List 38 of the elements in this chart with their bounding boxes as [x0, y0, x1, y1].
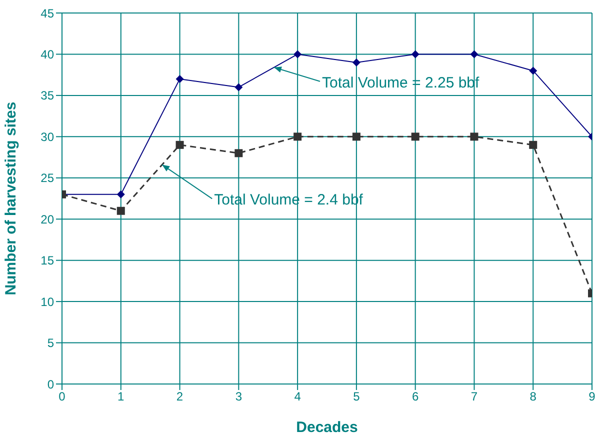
x-tick-label: 0 [58, 390, 66, 404]
point [470, 132, 478, 141]
x-tick-label: 5 [353, 390, 360, 404]
y-tick-label: 45 [40, 6, 54, 20]
x-tick-label: 8 [530, 390, 537, 404]
point [411, 132, 420, 141]
y-axis-title: Number of harvesting sites [2, 102, 20, 296]
x-tick-label: 9 [588, 390, 596, 404]
x-tick-label: 7 [470, 390, 478, 404]
point [352, 58, 360, 66]
point [294, 50, 302, 58]
point [352, 132, 360, 141]
point [234, 149, 243, 158]
y-tick-label: 20 [40, 212, 54, 226]
point [294, 132, 302, 141]
point [176, 74, 184, 83]
y-tick-label: 40 [40, 47, 54, 62]
x-tick-label: 6 [412, 390, 419, 404]
y-tick-label: 25 [40, 171, 54, 186]
point [116, 190, 125, 198]
y-tick-label: 10 [40, 294, 54, 309]
x-axis-title: Decades [296, 419, 358, 436]
x-tick-label: 2 [176, 390, 184, 404]
x-tick-label: 4 [294, 390, 302, 404]
point [234, 83, 243, 92]
point [411, 50, 420, 58]
point [470, 50, 478, 58]
y-tick-label: 0 [47, 377, 54, 392]
point [529, 140, 538, 149]
x-tick-label: 3 [235, 390, 242, 404]
x-tick-label: 1 [118, 390, 125, 404]
point [176, 140, 184, 149]
point [116, 206, 125, 215]
y-tick-label: 15 [40, 254, 54, 268]
y-tick-label: 35 [40, 88, 54, 103]
y-tick-label: 5 [47, 336, 54, 350]
y-tick-label: 30 [40, 130, 54, 144]
point [529, 66, 538, 75]
